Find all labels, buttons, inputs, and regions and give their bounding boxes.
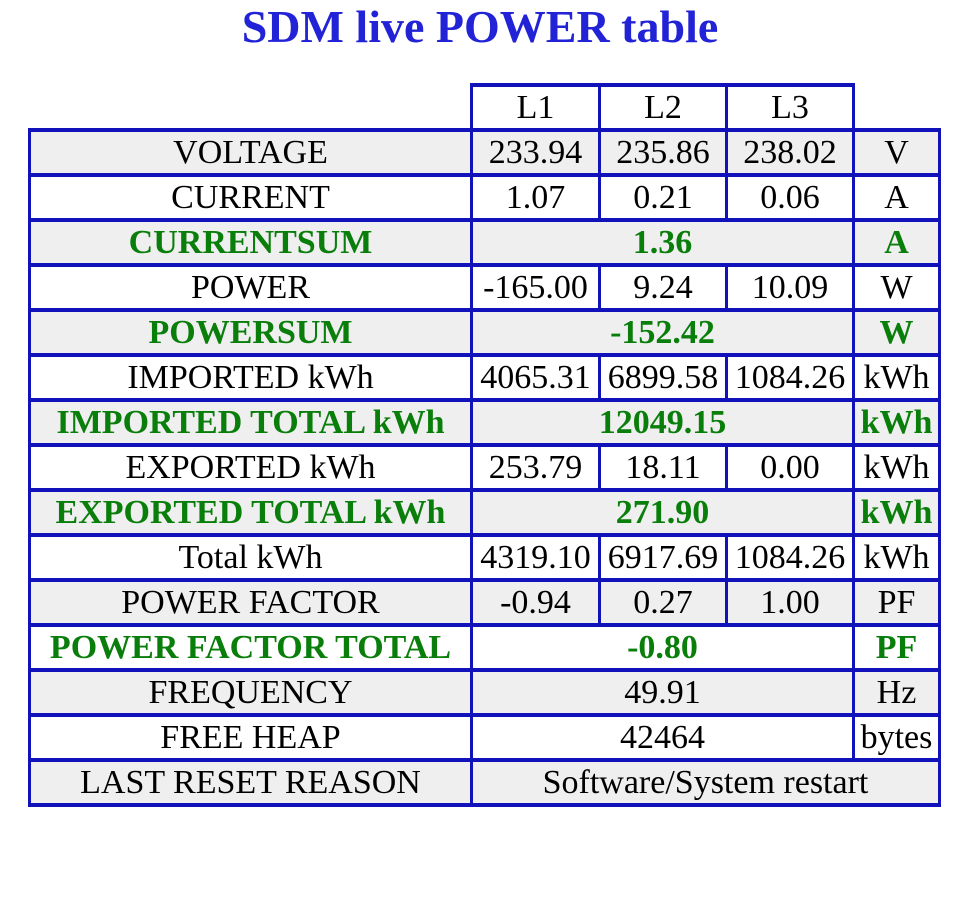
row-label: Total kWh [28, 533, 473, 583]
row-label: EXPORTED TOTAL kWh [28, 488, 473, 538]
header-l3: L3 [725, 83, 855, 133]
row-label: POWER FACTOR TOTAL [28, 623, 473, 673]
header-l1: L1 [470, 83, 601, 133]
value-l2: 6899.58 [598, 353, 728, 403]
span-value: 42464 [470, 713, 855, 763]
value-l3: 10.09 [725, 263, 855, 313]
value-l1: -165.00 [470, 263, 601, 313]
table-row-power-factor: POWER FACTOR -0.94 0.27 1.00 PF [28, 578, 941, 628]
value-l3: 238.02 [725, 128, 855, 178]
value-l3: 1.00 [725, 578, 855, 628]
unit-cell: V [852, 128, 941, 178]
row-label: POWERSUM [28, 308, 473, 358]
row-label: LAST RESET REASON [28, 758, 473, 808]
value-l3: 1084.26 [725, 533, 855, 583]
unit-cell: kWh [852, 533, 941, 583]
unit-cell: bytes [852, 713, 941, 763]
table-row-frequency: FREQUENCY 49.91 Hz [28, 668, 941, 718]
value-l3: 0.06 [725, 173, 855, 223]
row-label: IMPORTED kWh [28, 353, 473, 403]
value-l1: 253.79 [470, 443, 601, 493]
table-row-total-kwh: Total kWh 4319.10 6917.69 1084.26 kWh [28, 533, 941, 583]
value-l3: 0.00 [725, 443, 855, 493]
span-value: 49.91 [470, 668, 855, 718]
value-l2: 235.86 [598, 128, 728, 178]
table-row-exported-kwh: EXPORTED kWh 253.79 18.11 0.00 kWh [28, 443, 941, 493]
row-label: FREQUENCY [28, 668, 473, 718]
unit-cell: Hz [852, 668, 941, 718]
row-label: VOLTAGE [28, 128, 473, 178]
sum-value: 271.90 [470, 488, 855, 538]
value-l2: 0.27 [598, 578, 728, 628]
unit-cell: kWh [852, 398, 941, 448]
table-row-imported-kwh: IMPORTED kWh 4065.31 6899.58 1084.26 kWh [28, 353, 941, 403]
unit-cell: kWh [852, 488, 941, 538]
unit-cell: A [852, 218, 941, 268]
unit-cell: kWh [852, 353, 941, 403]
value-l2: 18.11 [598, 443, 728, 493]
power-table: L1 L2 L3 VOLTAGE 233.94 235.86 238.02 V … [28, 83, 941, 808]
value-l1: 233.94 [470, 128, 601, 178]
unit-cell: W [852, 263, 941, 313]
row-label: FREE HEAP [28, 713, 473, 763]
sum-value: -152.42 [470, 308, 855, 358]
value-l1: -0.94 [470, 578, 601, 628]
header-empty-right [853, 85, 940, 131]
table-row-voltage: VOLTAGE 233.94 235.86 238.02 V [28, 128, 941, 178]
value-l2: 9.24 [598, 263, 728, 313]
table-row-current: CURRENT 1.07 0.21 0.06 A [28, 173, 941, 223]
value-l1: 4319.10 [470, 533, 601, 583]
row-label: CURRENTSUM [28, 218, 473, 268]
sum-value: 1.36 [470, 218, 855, 268]
table-row-power-factor-total: POWER FACTOR TOTAL -0.80 PF [28, 623, 941, 673]
unit-cell: W [852, 308, 941, 358]
value-l2: 6917.69 [598, 533, 728, 583]
value-l1: 4065.31 [470, 353, 601, 403]
table-row-currentsum: CURRENTSUM 1.36 A [28, 218, 941, 268]
unit-cell: kWh [852, 443, 941, 493]
row-label: POWER [28, 263, 473, 313]
row-label: CURRENT [28, 173, 473, 223]
table-row-last-reset-reason: LAST RESET REASON Software/System restar… [28, 758, 941, 808]
table-row-imported-total: IMPORTED TOTAL kWh 12049.15 kWh [28, 398, 941, 448]
unit-cell: A [852, 173, 941, 223]
unit-cell: PF [852, 578, 941, 628]
value-l2: 0.21 [598, 173, 728, 223]
table-row-powersum: POWERSUM -152.42 W [28, 308, 941, 358]
page-title: SDM live POWER table [241, 1, 719, 52]
row-label: POWER FACTOR [28, 578, 473, 628]
table-row-exported-total: EXPORTED TOTAL kWh 271.90 kWh [28, 488, 941, 538]
header-row: L1 L2 L3 [29, 83, 940, 133]
table-row-power: POWER -165.00 9.24 10.09 W [28, 263, 941, 313]
header-empty-left [29, 85, 472, 131]
row-label: EXPORTED kWh [28, 443, 473, 493]
unit-cell: PF [852, 623, 941, 673]
span-value: Software/System restart [470, 758, 941, 808]
row-label: IMPORTED TOTAL kWh [28, 398, 473, 448]
value-l3: 1084.26 [725, 353, 855, 403]
header-l2: L2 [598, 83, 728, 133]
table-row-free-heap: FREE HEAP 42464 bytes [28, 713, 941, 763]
sum-value: 12049.15 [470, 398, 855, 448]
value-l1: 1.07 [470, 173, 601, 223]
sum-value: -0.80 [470, 623, 855, 673]
